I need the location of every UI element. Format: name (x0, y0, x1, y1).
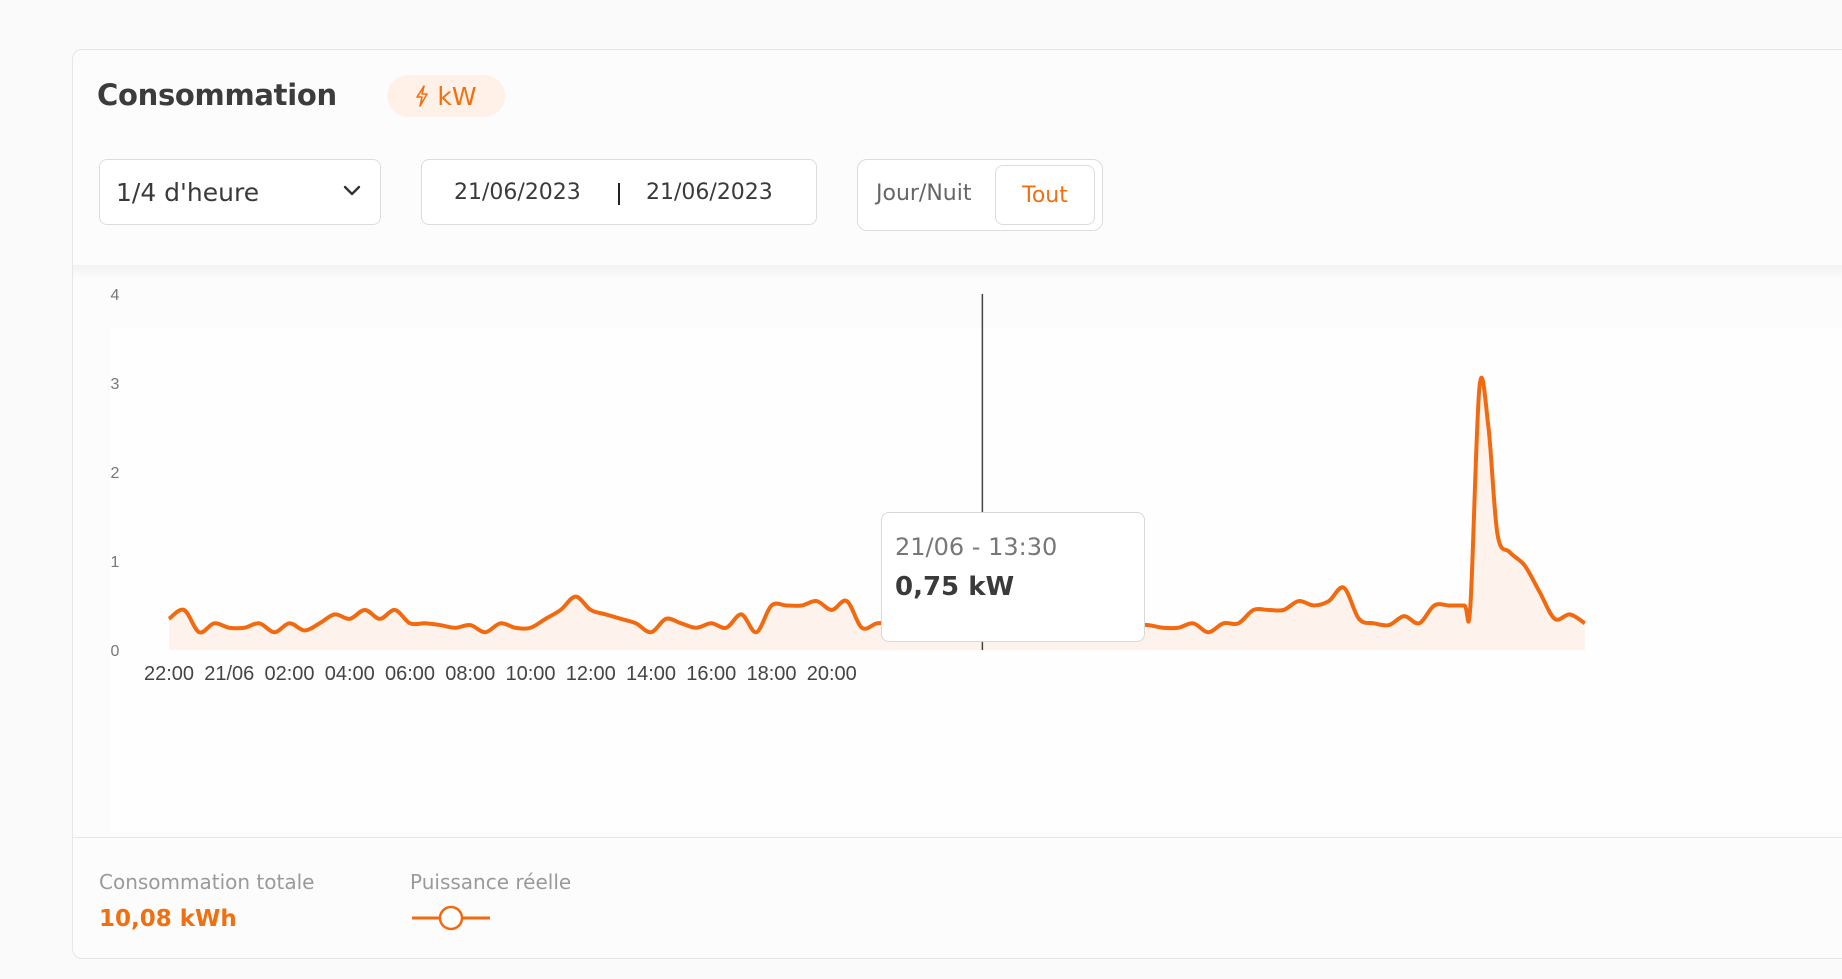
x-tick-label: 16:00 (686, 663, 736, 685)
x-tick-label: 22:00 (144, 663, 194, 685)
date-range-picker[interactable]: 21/06/2023 21/06/2023 (421, 159, 817, 225)
date-end-input[interactable]: 21/06/2023 (646, 180, 773, 205)
x-tick-label: 20:00 (807, 663, 857, 685)
card-title: Consommation (97, 78, 337, 112)
toggle-option-jour-nuit[interactable]: Jour/Nuit (876, 181, 972, 206)
chart-tooltip: 21/06 - 13:30 0,75 kW (881, 512, 1145, 642)
x-tick-label: 21/06 (204, 663, 254, 685)
date-start-input[interactable]: 21/06/2023 (454, 180, 581, 205)
x-tick-label: 08:00 (445, 663, 495, 685)
x-tick-label: 12:00 (566, 663, 616, 685)
x-tick-label: 04:00 (325, 663, 375, 685)
unit-badge[interactable]: kW (387, 75, 505, 117)
footer-divider (73, 837, 1842, 838)
consumption-card: Consommation kW 1/4 d'heure 21/06/2023 2… (72, 49, 1842, 959)
series-line (167, 375, 1586, 635)
unit-label: kW (437, 81, 477, 111)
x-tick-label: 14:00 (626, 663, 676, 685)
tooltip-value: 0,75 kW (895, 572, 1015, 602)
series-area-fill (169, 377, 1585, 650)
total-consumption-label: Consommation totale (99, 870, 315, 894)
chevron-down-icon (343, 185, 361, 196)
toggle-option-tout[interactable]: Tout (995, 165, 1095, 225)
y-tick-label: 1 (111, 554, 120, 571)
date-separator (618, 183, 620, 205)
y-tick-label: 3 (111, 376, 120, 393)
x-tick-label: 02:00 (264, 663, 314, 685)
consumption-chart: 0 1 2 3 4 22:00 21/06 02:00 04:00 06:00 08:00 10:00… (111, 287, 1586, 685)
bolt-icon (416, 85, 429, 107)
granularity-select[interactable]: 1/4 d'heure (99, 159, 381, 225)
legend-line-marker-icon[interactable] (410, 903, 492, 933)
x-tick-label: 10:00 (505, 663, 555, 685)
tooltip-date: 21/06 - 13:30 (895, 533, 1058, 561)
period-toggle: Jour/Nuit Tout (857, 159, 1103, 231)
x-tick-label: 06:00 (385, 663, 435, 685)
y-tick-label: 0 (111, 643, 120, 660)
y-tick-label: 4 (111, 287, 120, 304)
legend-label: Puissance réelle (410, 870, 572, 894)
total-consumption-value: 10,08 kWh (99, 906, 237, 932)
granularity-value: 1/4 d'heure (116, 177, 260, 207)
chart-divider-shadow (73, 265, 1842, 279)
y-tick-label: 2 (111, 465, 120, 482)
x-tick-label: 18:00 (746, 663, 796, 685)
